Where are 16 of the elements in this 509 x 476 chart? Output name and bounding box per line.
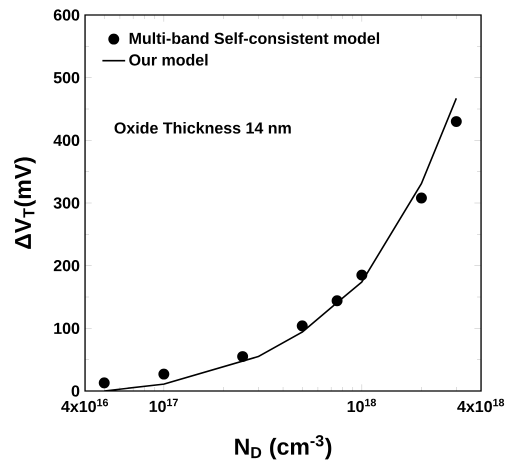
- x-tick-label: 10$^{17}$: [150, 398, 178, 412]
- y-tick-label: 100: [54, 322, 80, 334]
- x-tick-label: 10$^{18}$: [348, 398, 376, 412]
- x-axis-title: N$_{D}$ (cm$^{-3}$): [235, 435, 332, 460]
- legend-label: Our model: [129, 54, 208, 66]
- annotation: Oxide Thickness 14 nm: [114, 122, 291, 134]
- y-tick-label: 300: [54, 197, 80, 209]
- y-tick-label: 200: [54, 260, 80, 272]
- y-tick-label: 600: [54, 9, 80, 21]
- y-tick-label: 500: [54, 72, 80, 84]
- legend-label: Multi-band Self-consistent model: [130, 32, 380, 44]
- y-tick-label: 0: [72, 385, 80, 397]
- y-axis-title: ΔV$_{T}$(mV): [14, 157, 36, 249]
- y-tick-label: 400: [53, 134, 80, 146]
- x-tick-label: 4x10$^{18}$: [457, 398, 504, 412]
- x-tick-label: 4x10$^{16}$: [61, 398, 108, 412]
